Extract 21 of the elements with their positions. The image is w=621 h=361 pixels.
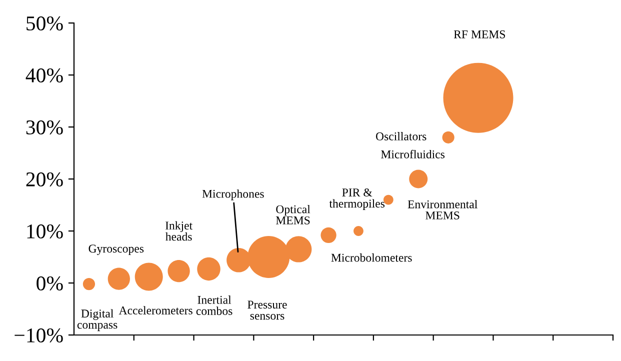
annotation: Optical MEMS [276, 204, 310, 224]
annotation: Inkjet heads [165, 221, 193, 241]
annotation: RF MEMS [454, 30, 505, 38]
annotation: Accelerometers [118, 306, 192, 314]
annotation: Microbolometers [331, 253, 412, 262]
annotation: Environmental MEMS [408, 200, 478, 220]
annotation: Digital compass [77, 309, 118, 332]
annotation: Inertial combos [196, 296, 232, 315]
y-tick-label: 20% [26, 172, 63, 186]
y-tick-label: 30% [26, 120, 63, 134]
y-tick-label: 0% [36, 276, 63, 290]
y-tick-label: 10% [27, 224, 63, 238]
annotation: Microfluidics [381, 150, 445, 158]
y-tick-label: 40% [26, 68, 63, 82]
annotation: Gyroscopes [88, 244, 144, 256]
y-tick-label: −10% [14, 328, 63, 342]
annotation: Microphones [202, 189, 264, 200]
y-tick-label: 50% [26, 16, 63, 30]
annotation: Oscillators [376, 132, 426, 140]
annotation: Pressure sensors [248, 300, 287, 320]
annotation: PIR & thermopiles [329, 188, 385, 210]
